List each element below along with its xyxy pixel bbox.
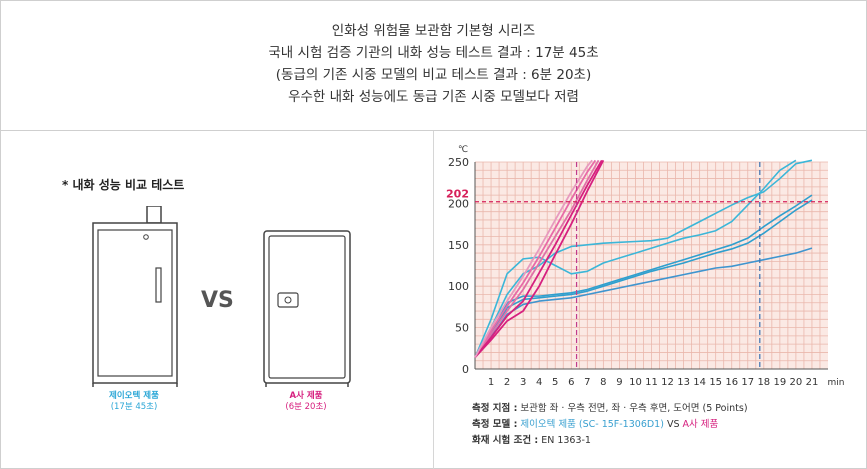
series-line-pink <box>474 159 603 358</box>
x-tick-label: 3 <box>520 377 526 388</box>
x-tick-label: 15 <box>709 377 722 388</box>
x-tick-label: 17 <box>741 377 754 388</box>
chart-notes: 측정 지점 : 보관함 좌 · 우측 전면, 좌 · 우측 후면, 도어면 (5… <box>472 401 748 449</box>
x-tick-label: 13 <box>677 377 690 388</box>
x-tick-label: 14 <box>693 377 706 388</box>
product-b-label: A사 제품 (6분 20초) <box>258 391 354 413</box>
x-tick-label: 8 <box>600 377 606 388</box>
product-a-name: 제이오텍 제품 <box>109 391 159 401</box>
header-line-3: (동급의 기존 시중 모델의 비교 테스트 결과 : 6분 20초) <box>275 67 592 83</box>
series-line-blue <box>474 247 813 358</box>
y-tick-label: 100 <box>448 280 469 293</box>
x-tick-label: 16 <box>725 377 738 388</box>
note-points-value: 보관함 좌 · 우측 전면, 좌 · 우측 후면, 도어면 (5 Points) <box>520 403 748 414</box>
x-tick-label: 6 <box>568 377 574 388</box>
x-tick-label: 12 <box>661 377 674 388</box>
note-condition: 화재 시험 조건 : EN 1363-1 <box>472 433 748 449</box>
note-model-vs: VS <box>666 419 680 430</box>
product-a-cabinet <box>92 206 178 387</box>
product-a-time: (17분 45초) <box>110 402 158 412</box>
x-unit-label: min <box>828 378 845 388</box>
header-line-2: 국내 시험 검증 기관의 내화 성능 테스트 결과 : 17분 45초 <box>268 45 599 61</box>
header-line-4: 우수한 내화 성능에도 동급 기존 시중 모델보다 저렴 <box>288 89 579 105</box>
note-points: 측정 지점 : 보관함 좌 · 우측 전면, 좌 · 우측 후면, 도어면 (5… <box>472 401 748 417</box>
x-tick-label: 18 <box>757 377 770 388</box>
note-cond-value: EN 1363-1 <box>541 435 591 446</box>
x-tick-label: 19 <box>773 377 786 388</box>
x-tick-label: 10 <box>629 377 642 388</box>
x-tick-label: 9 <box>616 377 622 388</box>
x-tick-label: 2 <box>504 377 510 388</box>
product-b-cabinet <box>263 230 351 387</box>
comparison-title: * 내화 성능 비교 테스트 <box>62 178 185 192</box>
x-tick-label: 7 <box>584 377 590 388</box>
x-tick-label: 4 <box>536 377 542 388</box>
header-line-1: 인화성 위험물 보관함 기본형 시리즈 <box>331 23 536 39</box>
note-model: 측정 모델 : 제이오텍 제품 (SC- 15F-1306D1) VS A사 제… <box>472 417 748 433</box>
comparison-panel: * 내화 성능 비교 테스트 <box>0 131 433 469</box>
note-cond-label: 화재 시험 조건 : <box>472 435 539 446</box>
y-tick-label: 150 <box>448 239 469 252</box>
series-line-pink <box>474 159 593 358</box>
product-b-name: A사 제품 <box>289 391 323 401</box>
note-model-a: 제이오텍 제품 (SC- 15F-1306D1) <box>520 419 664 430</box>
y-unit-label: ℃ <box>458 145 468 155</box>
x-tick-label: 1 <box>488 377 494 388</box>
note-points-label: 측정 지점 : <box>472 403 518 414</box>
y-tick-label: 0 <box>462 363 469 376</box>
threshold-label: 202 <box>446 188 469 201</box>
series-line-pink <box>474 159 600 358</box>
x-tick-label: 11 <box>645 377 658 388</box>
panel-divider <box>433 131 434 469</box>
series-line-pink <box>474 159 597 358</box>
product-a-label: 제이오텍 제품 (17분 45초) <box>86 391 182 413</box>
x-tick-label: 5 <box>552 377 558 388</box>
header: 인화성 위험물 보관함 기본형 시리즈 국내 시험 검증 기관의 내화 성능 테… <box>0 0 867 131</box>
series-line-blue <box>474 159 797 358</box>
x-tick-label: 20 <box>790 377 803 388</box>
x-tick-label: 21 <box>806 377 819 388</box>
note-model-label: 측정 모델 : <box>472 419 518 430</box>
y-tick-label: 250 <box>448 156 469 169</box>
y-tick-label: 200 <box>448 197 469 210</box>
note-model-b: A사 제품 <box>682 419 719 430</box>
vs-text: VS <box>201 288 234 313</box>
product-b-time: (6분 20초) <box>285 402 327 412</box>
series-line-blue <box>474 194 813 358</box>
y-tick-label: 50 <box>455 322 469 335</box>
